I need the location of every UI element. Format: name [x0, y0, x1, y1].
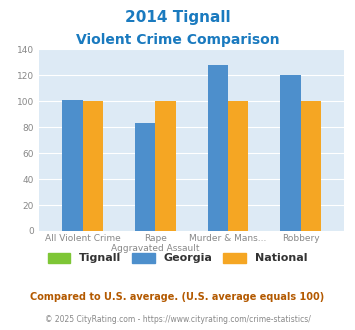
Bar [135, 123, 155, 231]
Text: Compared to U.S. average. (U.S. average equals 100): Compared to U.S. average. (U.S. average … [31, 292, 324, 302]
Bar [301, 101, 321, 231]
Text: 2014 Tignall: 2014 Tignall [125, 10, 230, 25]
Bar [280, 76, 301, 231]
Text: Violent Crime Comparison: Violent Crime Comparison [76, 33, 279, 47]
Bar [208, 65, 228, 231]
Bar [228, 101, 248, 231]
Bar [62, 100, 83, 231]
Bar [83, 101, 103, 231]
Bar [155, 101, 176, 231]
Legend: Tignall, Georgia, National: Tignall, Georgia, National [45, 249, 310, 267]
Text: © 2025 CityRating.com - https://www.cityrating.com/crime-statistics/: © 2025 CityRating.com - https://www.city… [45, 315, 310, 324]
